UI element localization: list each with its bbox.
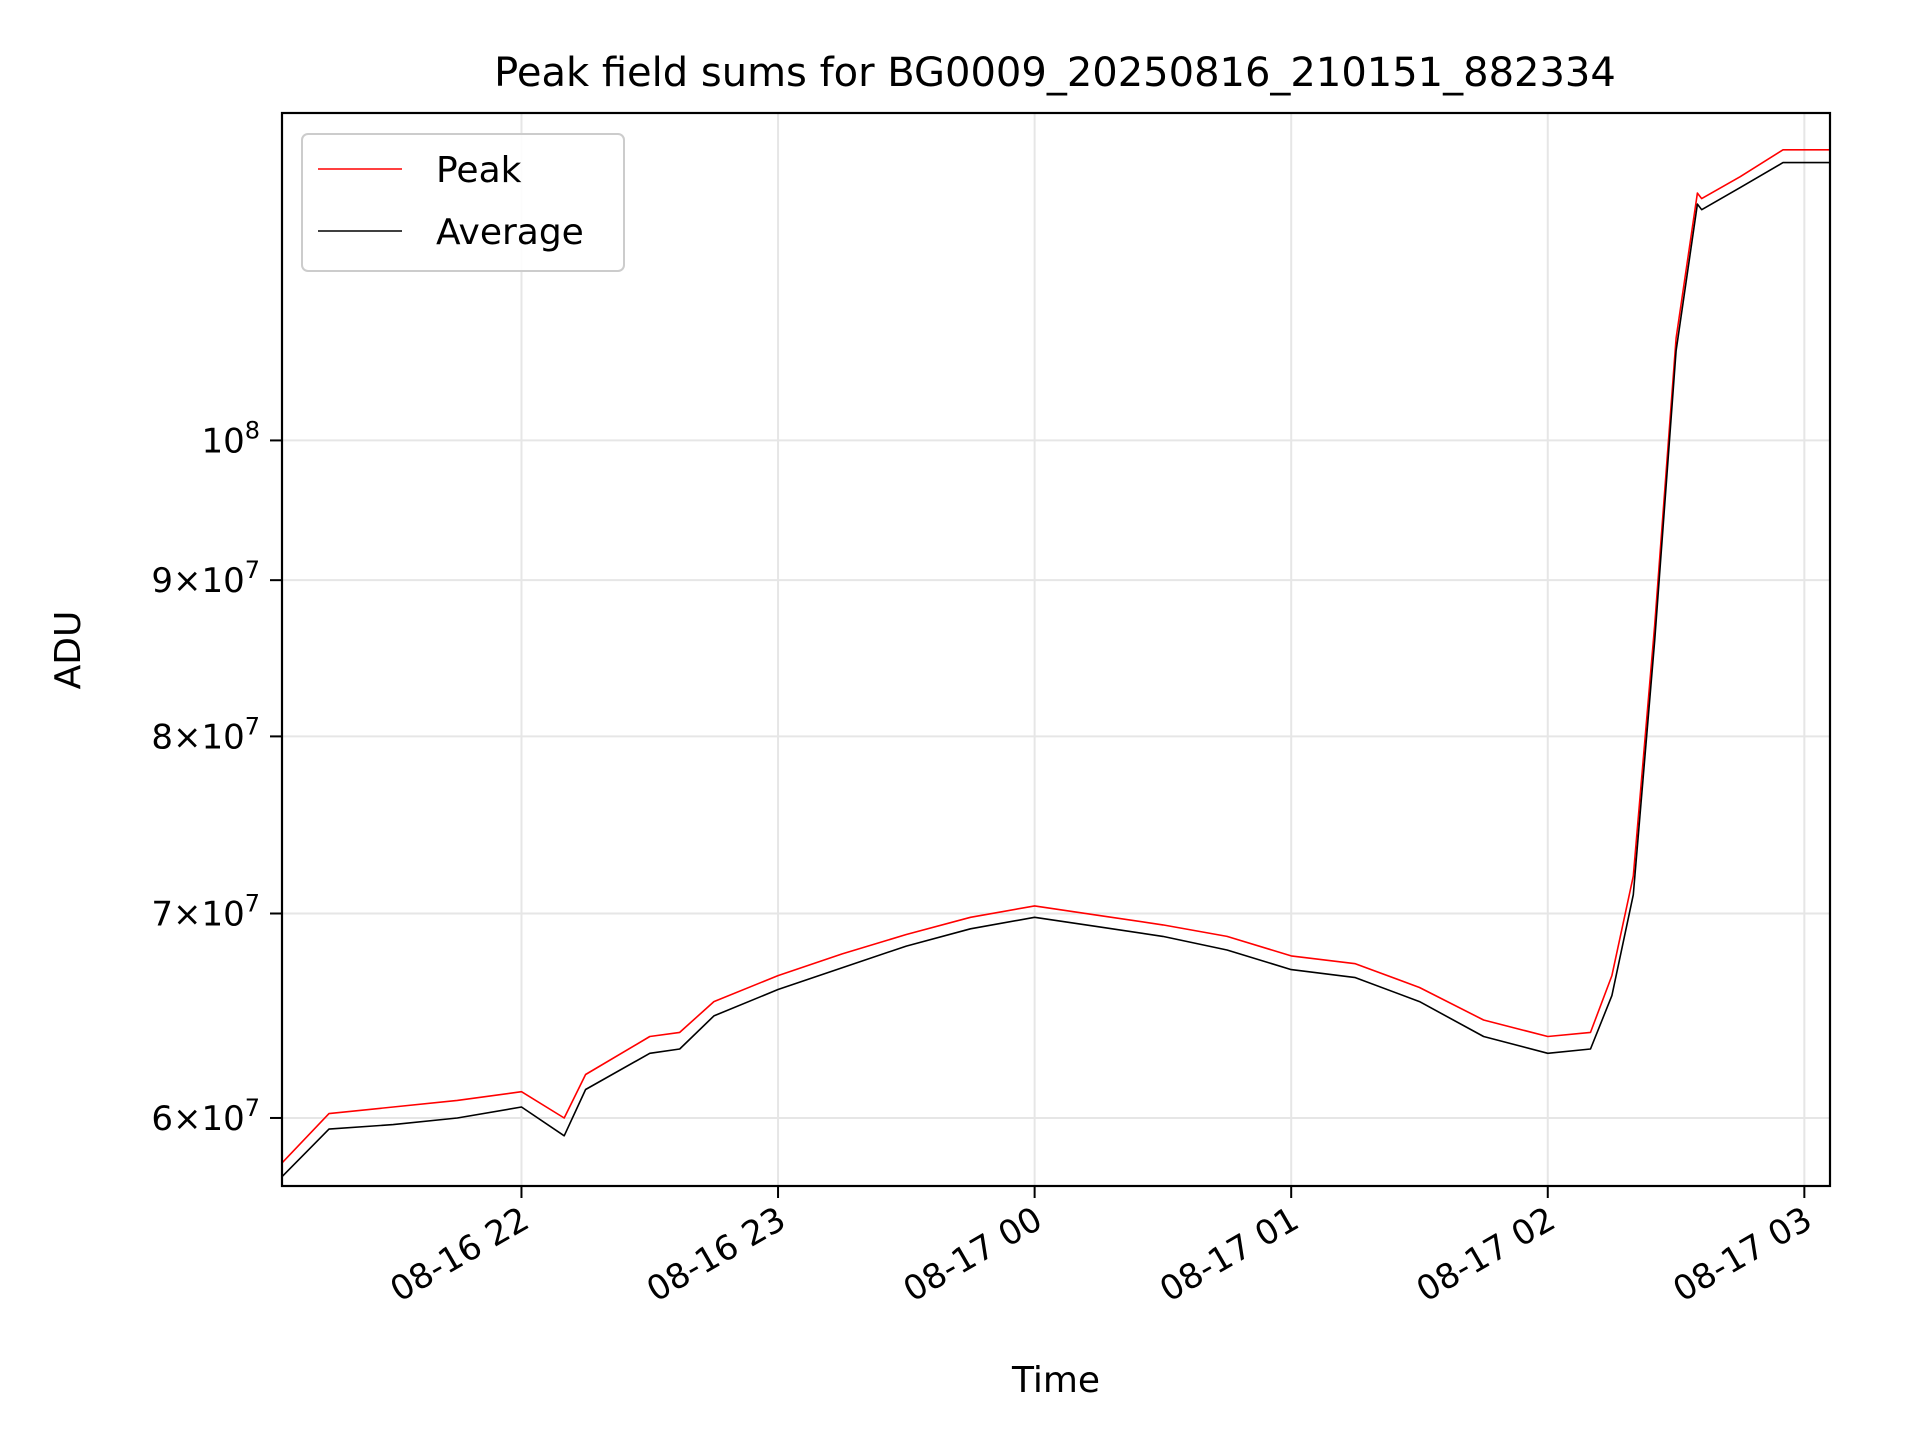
series-line-peak (281, 149, 1830, 1164)
chart-title: Peak field sums for BG0009_20250816_2101… (494, 50, 1616, 96)
y-tick-label: 6×107 (151, 1094, 260, 1139)
y-tick-label: 7×107 (151, 890, 260, 935)
y-tick-label: 9×107 (151, 556, 260, 601)
series-line-average (281, 161, 1830, 1178)
x-axis-label: Time (1011, 1360, 1100, 1401)
y-axis-label: ADU (48, 611, 89, 690)
grid-lines (282, 113, 1830, 1186)
series-lines (281, 149, 1830, 1178)
legend-label-average: Average (436, 212, 584, 253)
y-tick-label: 8×107 (151, 712, 260, 757)
legend-label-peak: Peak (436, 150, 522, 191)
legend: Peak Average (301, 133, 625, 272)
plot-area-frame (280, 111, 1832, 1188)
y-tick-label: 108 (201, 416, 260, 461)
